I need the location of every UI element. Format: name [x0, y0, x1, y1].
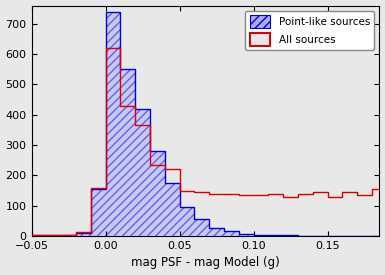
Polygon shape: [32, 12, 385, 236]
X-axis label: mag PSF - mag Model (g): mag PSF - mag Model (g): [131, 257, 280, 269]
Legend: Point-like sources, All sources: Point-like sources, All sources: [245, 11, 374, 50]
